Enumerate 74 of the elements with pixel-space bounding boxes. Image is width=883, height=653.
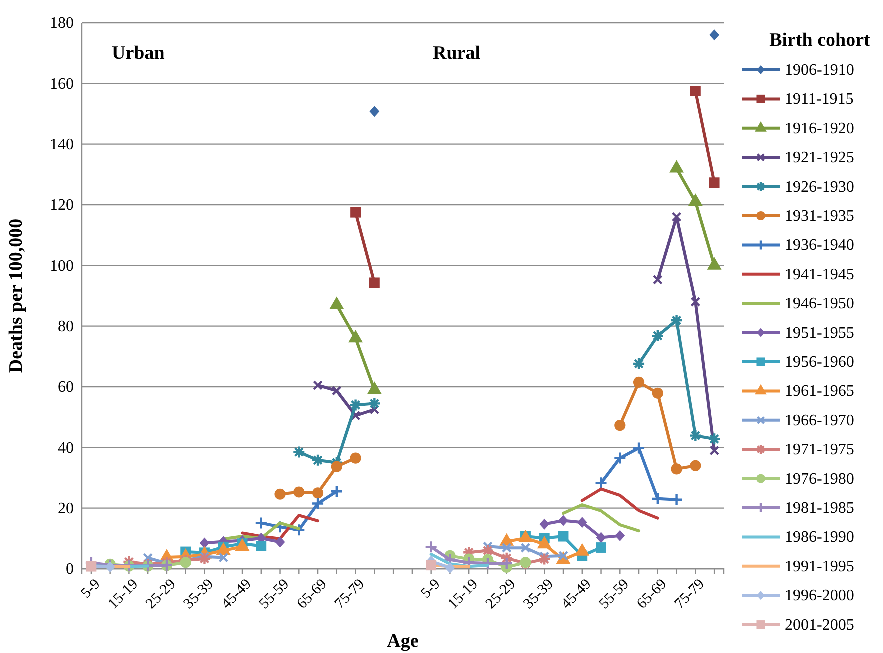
- point: [596, 542, 606, 553]
- point: [294, 486, 305, 498]
- point: [690, 460, 702, 472]
- point: [350, 207, 362, 218]
- annotation: Rural: [433, 43, 480, 64]
- point: [312, 498, 324, 510]
- point: [256, 518, 267, 529]
- y-tick-label: 120: [50, 197, 74, 214]
- y-tick-label: 100: [50, 258, 74, 275]
- point: [558, 531, 569, 542]
- legend-label: 1951-1955: [785, 324, 854, 342]
- legend-label: 1976-1980: [785, 470, 854, 488]
- x-tick-label: 5-9: [78, 576, 104, 602]
- y-axis-title: Deaths per 100,000: [6, 218, 27, 374]
- legend-label: 1981-1985: [785, 500, 854, 517]
- point: [596, 532, 606, 544]
- y-tick-label: 80: [58, 318, 74, 336]
- legend-label: 1971-1975: [785, 442, 854, 459]
- y-tick-label: 0: [66, 561, 74, 578]
- legend-label: 1991-1995: [785, 558, 854, 576]
- point: [369, 278, 380, 288]
- legend-label: 1906-1910: [785, 62, 854, 79]
- legend-label: 1986-1990: [785, 529, 854, 546]
- y-tick-label: 60: [58, 379, 74, 396]
- point: [312, 488, 324, 499]
- y-tick-label: 40: [58, 440, 74, 457]
- point: [709, 178, 720, 188]
- point: [350, 452, 362, 464]
- legend-label: 1921-1925: [785, 150, 854, 167]
- point: [615, 530, 626, 542]
- legend-label: 2001-2005: [785, 616, 854, 634]
- point: [331, 461, 342, 472]
- x-tick-label: 5-9: [418, 576, 444, 602]
- legend-label: 1996-2000: [785, 588, 854, 605]
- point: [370, 106, 380, 118]
- point: [445, 562, 456, 574]
- legend-label: 1931-1935: [785, 208, 854, 225]
- x-axis-title: Age: [387, 631, 419, 652]
- legend-title: Birth cohort: [770, 30, 872, 51]
- point: [426, 560, 437, 571]
- annotation: Urban: [112, 43, 166, 64]
- point: [426, 542, 437, 553]
- point: [633, 376, 645, 388]
- point: [577, 517, 588, 528]
- point: [200, 538, 210, 549]
- y-tick-label: 160: [50, 76, 74, 93]
- legend-label: 1926-1930: [785, 178, 854, 196]
- point: [671, 464, 682, 475]
- legend-label: 1961-1965: [785, 383, 854, 400]
- legend-label: 1946-1950: [785, 296, 854, 313]
- point: [614, 452, 626, 464]
- point: [690, 86, 701, 96]
- point: [596, 478, 607, 489]
- point: [710, 30, 720, 41]
- point: [652, 388, 664, 399]
- point: [634, 442, 645, 454]
- legend-label: 1966-1970: [785, 412, 854, 430]
- legend-label: 1911-1915: [785, 91, 854, 108]
- y-tick-label: 180: [50, 15, 74, 32]
- point: [653, 275, 663, 285]
- point: [332, 386, 342, 396]
- point: [275, 536, 286, 548]
- point: [256, 541, 267, 552]
- point: [540, 518, 550, 530]
- legend-label: 1936-1940: [785, 237, 854, 254]
- legend-label: 1956-1960: [785, 354, 854, 371]
- y-tick-label: 140: [50, 136, 74, 154]
- point: [558, 515, 568, 526]
- point: [313, 380, 323, 390]
- y-tick-label: 20: [58, 500, 74, 518]
- point: [614, 420, 626, 432]
- point: [274, 488, 286, 500]
- legend-label: 1916-1920: [785, 120, 854, 138]
- legend-label: 1941-1945: [785, 266, 854, 284]
